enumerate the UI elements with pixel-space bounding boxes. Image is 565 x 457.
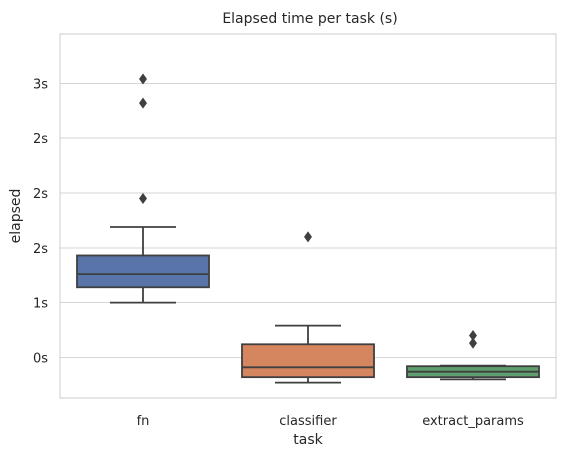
x-tick-label: classifier (279, 414, 337, 429)
box-group-fn (76, 73, 210, 304)
chart-title: Elapsed time per task (s) (222, 11, 397, 27)
outlier-point (139, 97, 147, 109)
y-tick-label: 1s (33, 297, 48, 312)
outlier-point (469, 329, 477, 342)
y-tick-label: 2s (33, 132, 48, 147)
x-tick-label: extract_params (422, 414, 524, 429)
box-group-classifier (241, 231, 375, 384)
outlier-point (469, 337, 477, 349)
box-layer (76, 73, 540, 384)
plot-frame (59, 33, 557, 399)
y-tick-label: 2s (33, 187, 48, 202)
outlier-point (304, 231, 312, 243)
outlier-point (139, 192, 147, 204)
y-tick-label: 2s (33, 242, 48, 257)
y-axis-label: elapsed (8, 189, 24, 244)
x-tick-label: fn (137, 414, 150, 429)
y-tick-label: 3s (33, 77, 48, 92)
grid-layer (60, 82, 556, 358)
tick-layer: 0s 1s 2s 2s 2s 3s fn classifier extract_params (33, 77, 524, 429)
iqr-box (76, 254, 210, 289)
iqr-box (241, 343, 375, 379)
box-group-extract-params (406, 329, 540, 381)
y-tick-label: 0s (33, 351, 48, 366)
outlier-point (139, 73, 147, 85)
x-axis-label: task (293, 432, 323, 448)
